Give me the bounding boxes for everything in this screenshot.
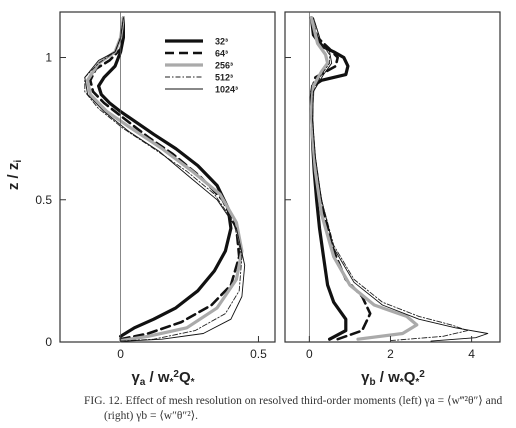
left-series-64 xyxy=(89,16,241,341)
legend-label: 64³ xyxy=(215,49,228,59)
left-x-axis-label: γa / w*2Q* xyxy=(131,369,194,388)
right-x-tick-label: 4 xyxy=(468,347,475,361)
legend: 32³ 64³ 256³ 512³ 1024³ xyxy=(165,37,238,95)
left-series-512 xyxy=(84,17,243,342)
right-x-tick-label: 0 xyxy=(306,347,313,361)
caption-line-2: (right) γb = ⟨w″θ″²⟩. xyxy=(104,410,199,422)
legend-label: 256³ xyxy=(215,61,233,71)
y-tick-label: 0.5 xyxy=(35,193,52,207)
right-x-axis-label: γb / w*Q*2 xyxy=(361,369,425,388)
legend-label: 32³ xyxy=(215,37,228,47)
legend-label: 512³ xyxy=(215,73,233,83)
figure-caption: FIG. 12. Effect of mesh resolution on re… xyxy=(84,394,504,424)
y-tick-label: 0 xyxy=(45,335,52,349)
caption-line-1: FIG. 12. Effect of mesh resolution on re… xyxy=(84,395,503,407)
left-series-32 xyxy=(97,16,233,338)
left-x-tick-label: 0 xyxy=(117,347,124,361)
left-panel-series xyxy=(84,16,246,343)
right-panel-frame xyxy=(284,11,501,343)
y-tick-label: 1 xyxy=(45,51,52,65)
right-x-tick-label: 2 xyxy=(387,347,394,361)
legend-label: 1024³ xyxy=(215,85,238,95)
left-y-axis-label: z / zi xyxy=(5,160,24,191)
left-series-1024 xyxy=(84,17,246,342)
right-series-1024 xyxy=(312,17,489,342)
right-series-64 xyxy=(310,16,372,341)
left-panel-frame xyxy=(59,11,276,343)
right-panel-series xyxy=(309,16,489,342)
right-series-256 xyxy=(309,16,419,341)
left-x-tick-label: 0.5 xyxy=(250,347,267,361)
axes-ticks: 0 0.5 0 0.5 1 0 2 4 xyxy=(35,12,475,361)
